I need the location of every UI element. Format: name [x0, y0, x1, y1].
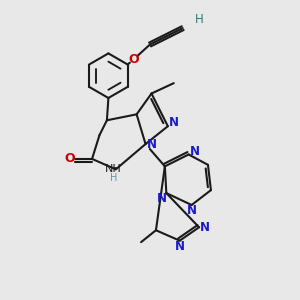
Text: N: N	[169, 116, 179, 129]
Text: N: N	[190, 145, 200, 158]
Text: N: N	[200, 221, 209, 234]
Text: NH: NH	[105, 164, 122, 174]
Text: O: O	[64, 152, 75, 165]
Text: N: N	[147, 138, 157, 151]
Text: O: O	[128, 53, 139, 66]
Text: N: N	[157, 192, 167, 205]
Text: N: N	[175, 239, 185, 253]
Text: H: H	[195, 13, 203, 26]
Text: N: N	[187, 204, 196, 217]
Text: H: H	[110, 173, 117, 183]
